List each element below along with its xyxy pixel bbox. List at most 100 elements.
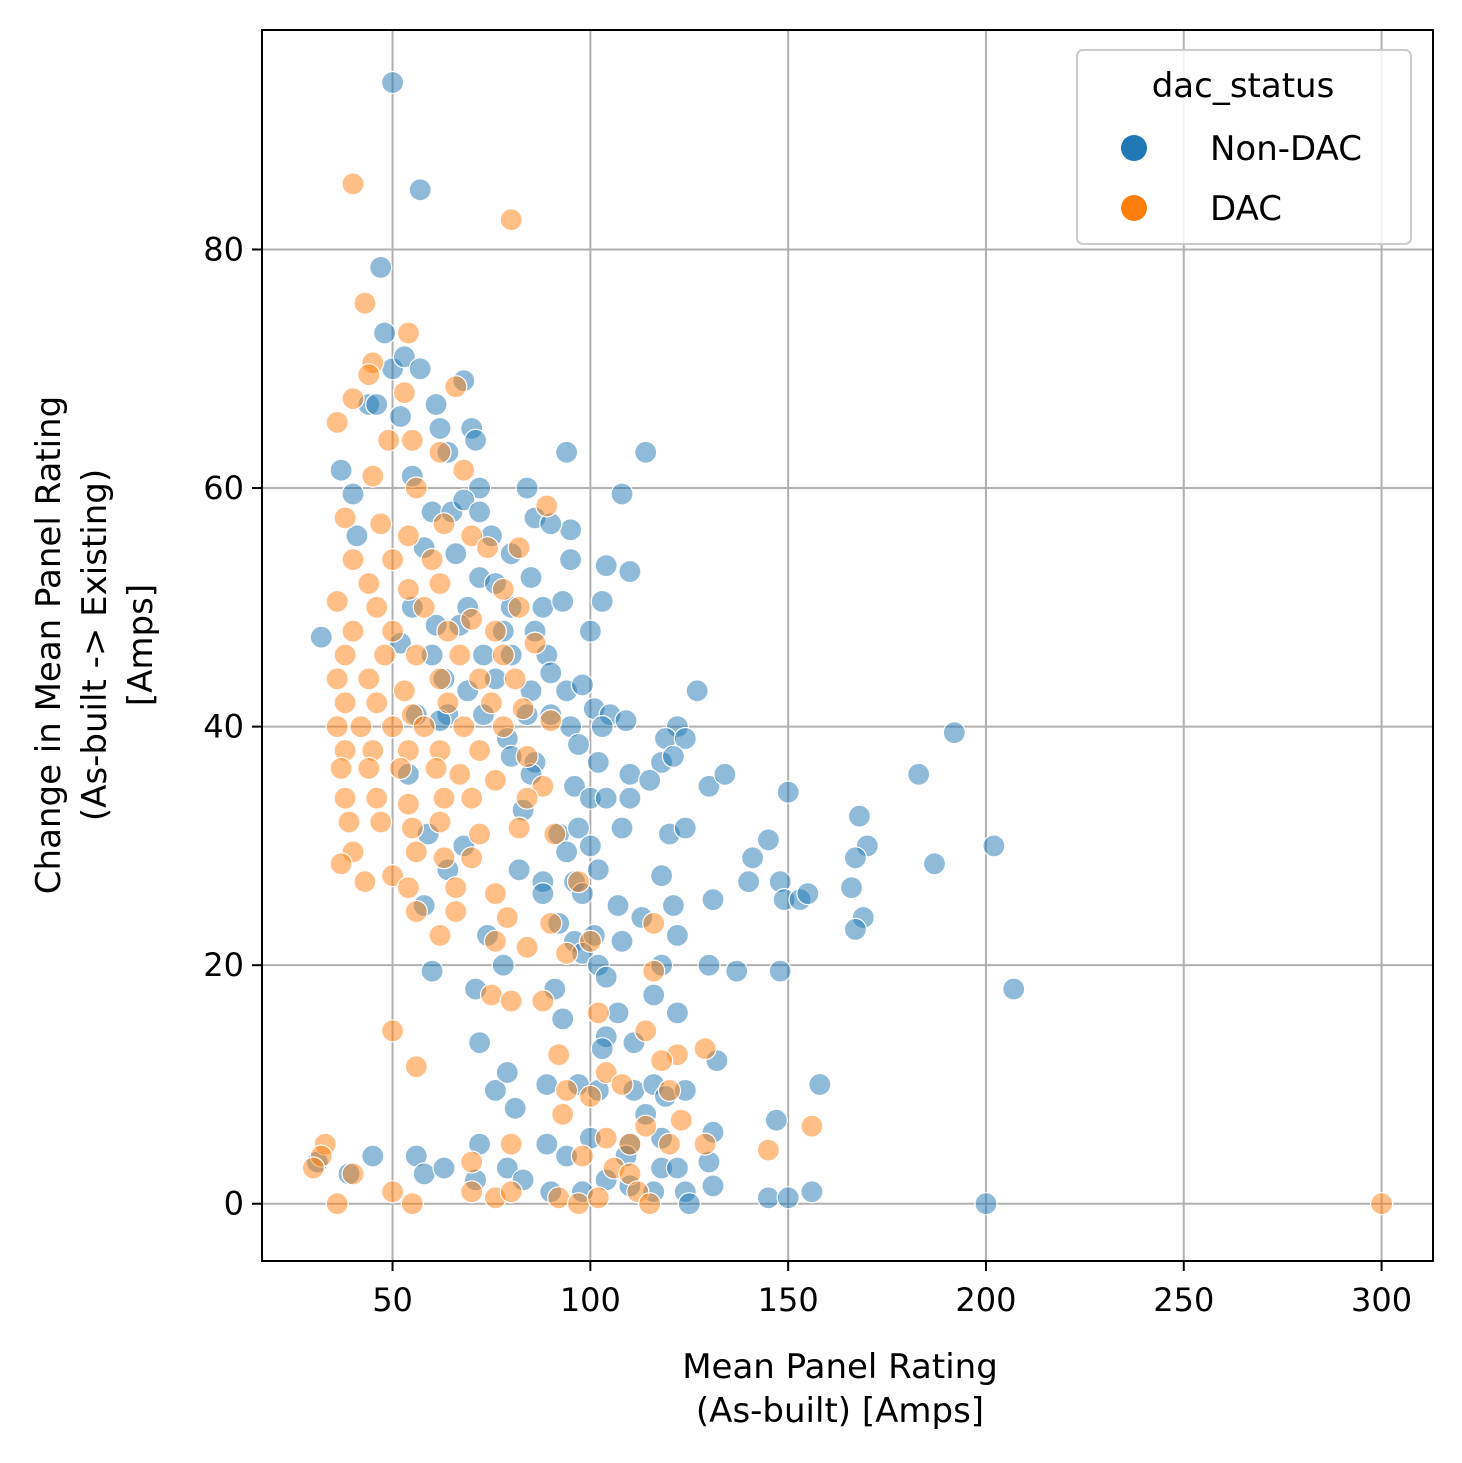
non-dac-point [982,834,1006,858]
non-dac-point [412,1162,436,1186]
dac-point [325,1192,349,1216]
dac-point [333,643,357,667]
non-dac-point [847,804,872,828]
dac-point [325,589,349,614]
dac-point [337,810,361,834]
non-dac-point [606,893,630,918]
dac-point [333,691,357,715]
dac-point [357,667,381,691]
dac-point [329,756,353,781]
dac-point [365,786,389,810]
non-dac-point [594,786,618,810]
non-dac-point [614,708,638,733]
dac-point [404,1054,428,1079]
non-dac-point [551,589,575,614]
non-dac-point [725,959,749,983]
dac-point [341,172,365,196]
dac-point [392,381,416,405]
dac-point [594,1060,618,1085]
non-dac-point [444,542,468,566]
dac-point [515,786,539,810]
axis-ticks: 50 100 150 200 250 300 0 20 40 60 80 [203,230,1412,1319]
dac-point [381,1019,405,1043]
dac-point [460,607,484,631]
non-dac-point [554,440,579,464]
non-dac-point [586,858,610,882]
dac-point [566,870,591,894]
dac-point [357,756,381,781]
non-dac-point [519,565,543,590]
non-dac-point [590,1037,614,1061]
dac-point [638,1192,662,1216]
dac-point [341,619,365,643]
dac-point [428,667,452,691]
non-dac-point [483,1078,507,1103]
dac-point [499,1180,523,1204]
dac-point [800,1114,824,1138]
dac-point [507,816,531,840]
dac-point [333,786,357,810]
dac-point [452,458,476,482]
dac-point [468,738,492,763]
non-dac-point [942,720,966,745]
dac-point [381,619,405,643]
dac-point [566,1192,591,1216]
dac-point [499,1132,523,1156]
non-dac-point [531,881,555,906]
non-dac-point [468,500,492,524]
non-dac-point [642,983,666,1007]
non-dac-point [590,714,614,739]
dac-point [381,714,405,739]
dac-point [634,1114,658,1138]
dac-point [400,1192,424,1216]
dac-point [570,1144,595,1168]
y-tick-label: 20 [203,946,244,984]
non-dac-point [665,1156,690,1180]
non-dac-point [570,673,595,697]
dac-point [428,810,452,834]
dac-point [460,846,484,870]
non-dac-point [554,840,579,864]
non-dac-point [713,762,737,786]
x-tick-label: 200 [955,1281,1016,1319]
dac-point [693,1037,717,1061]
y-tick-label: 80 [203,230,244,268]
dac-point [444,875,468,900]
dac-point [396,875,420,900]
dac-point [554,941,579,965]
dac-point [539,708,563,733]
legend: dac_status Non-DAC DAC [1076,49,1412,245]
non-dac-point [661,744,686,769]
dac-point [554,1078,579,1103]
dac-point [369,810,393,834]
dac-point [483,619,507,643]
non-dac-point [535,1132,559,1156]
dac-point [432,512,456,536]
non-dac-point [468,1031,492,1055]
non-dac-point [800,1180,824,1204]
non-dac-point [756,828,781,852]
dac-point [444,899,468,924]
dac-point [432,846,456,870]
dac-point [361,464,385,488]
y-axis-label-line: (As-built -> Existing) [75,469,115,821]
non-dac-point [424,392,448,417]
non-dac-point [420,959,444,983]
non-dac-point [638,768,662,792]
dac-point [392,679,416,703]
x-tick-label: 250 [1153,1281,1214,1319]
dac-point [353,291,377,315]
non-dac-point [922,852,947,876]
dac-point [404,840,428,864]
plot-frame [261,29,1434,1262]
dac-point [365,691,389,715]
dac-point [357,363,381,387]
dac-point [349,714,373,739]
non-dac-point [974,1192,998,1216]
dac-point [495,905,519,930]
dac-point [491,714,515,739]
dac-point [618,1132,642,1156]
non-dac-point [618,762,642,786]
dac-point [657,1132,682,1156]
dac-point [634,1019,658,1043]
